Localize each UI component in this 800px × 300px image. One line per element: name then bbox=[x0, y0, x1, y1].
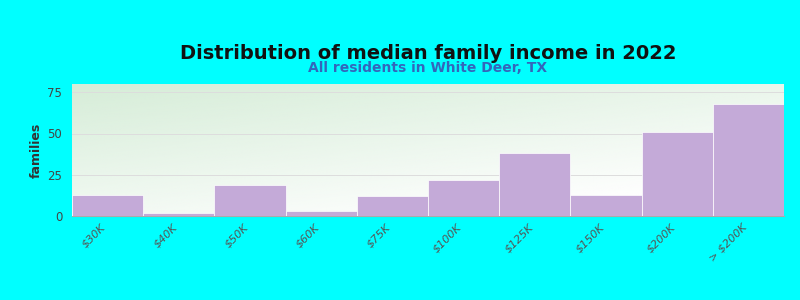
Bar bbox=[642, 132, 713, 216]
Bar bbox=[72, 194, 143, 216]
Bar bbox=[286, 211, 357, 216]
Bar bbox=[713, 104, 784, 216]
Bar bbox=[357, 196, 428, 216]
Bar bbox=[499, 153, 570, 216]
Bar bbox=[428, 180, 499, 216]
Title: Distribution of median family income in 2022: Distribution of median family income in … bbox=[180, 44, 676, 63]
Bar bbox=[143, 213, 214, 216]
Bar bbox=[214, 184, 286, 216]
Text: All residents in White Deer, TX: All residents in White Deer, TX bbox=[309, 61, 547, 75]
Bar bbox=[570, 194, 642, 216]
Y-axis label: families: families bbox=[30, 122, 43, 178]
